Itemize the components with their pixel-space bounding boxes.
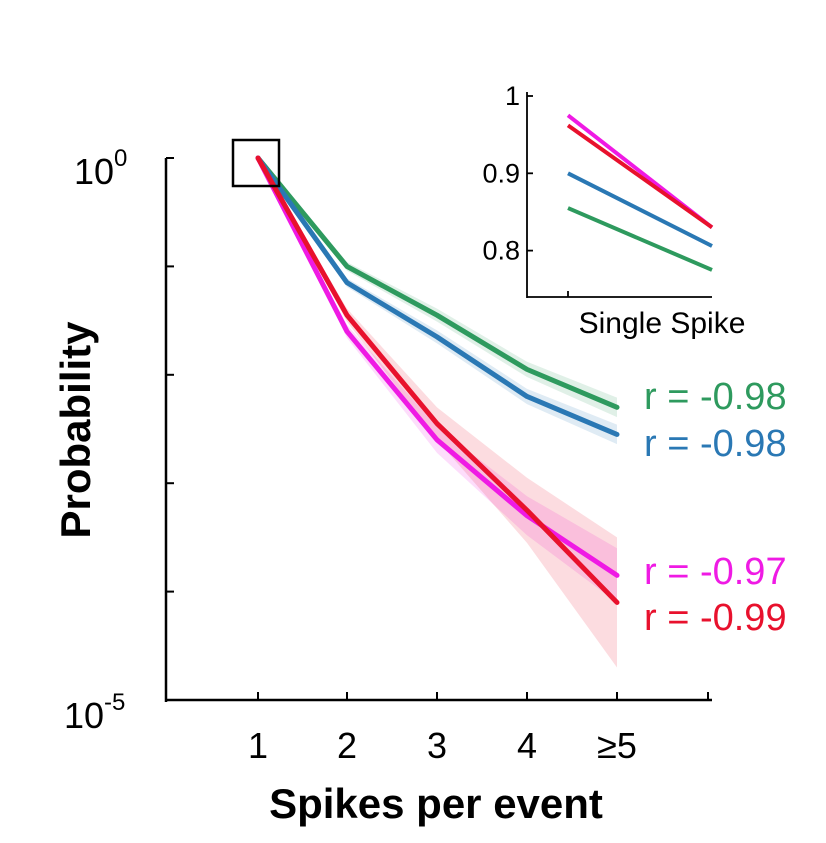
r-label-blue: r = -0.98: [644, 423, 787, 465]
y-axis-title: Probability: [52, 321, 99, 539]
x-tick-label: 4: [517, 725, 537, 766]
highlight-box: [231, 138, 281, 188]
inset-line-green: [567, 206, 713, 272]
series-line-blue: [255, 155, 620, 437]
inset-line-red: [566, 123, 714, 230]
x-tick-label: ≥5: [597, 725, 637, 766]
inset-y-tick-label: 0.8: [482, 236, 520, 266]
inset-x-label: Single Spike: [579, 307, 746, 340]
r-label-red: r = -0.99: [644, 597, 787, 639]
inset-y-tick-label: 0.9: [482, 158, 520, 188]
inset-plot: Single Spike 1 0.9 0.8: [482, 81, 745, 340]
series-band-magenta: [258, 158, 617, 603]
series-band-red: [258, 158, 617, 668]
series-line-red: [255, 155, 620, 605]
series-band-blue: [258, 158, 617, 445]
x-axis-title: Spikes per event: [269, 780, 603, 827]
x-tick-label: 3: [427, 725, 447, 766]
x-tick-label: 1: [248, 725, 268, 766]
series-line-green: [255, 155, 620, 410]
r-label-green: r = -0.98: [644, 376, 787, 418]
inset-line-blue: [567, 171, 713, 248]
series-band-green: [258, 158, 617, 418]
series-line-magenta: [255, 155, 620, 578]
r-label-magenta: r = -0.97: [644, 551, 787, 593]
inset-y-tick-label: 1: [505, 81, 520, 111]
x-tick-label: 2: [337, 725, 357, 766]
y-tick-label-bottom: 10-5: [64, 689, 125, 736]
y-tick-label-top: 100: [74, 145, 127, 192]
